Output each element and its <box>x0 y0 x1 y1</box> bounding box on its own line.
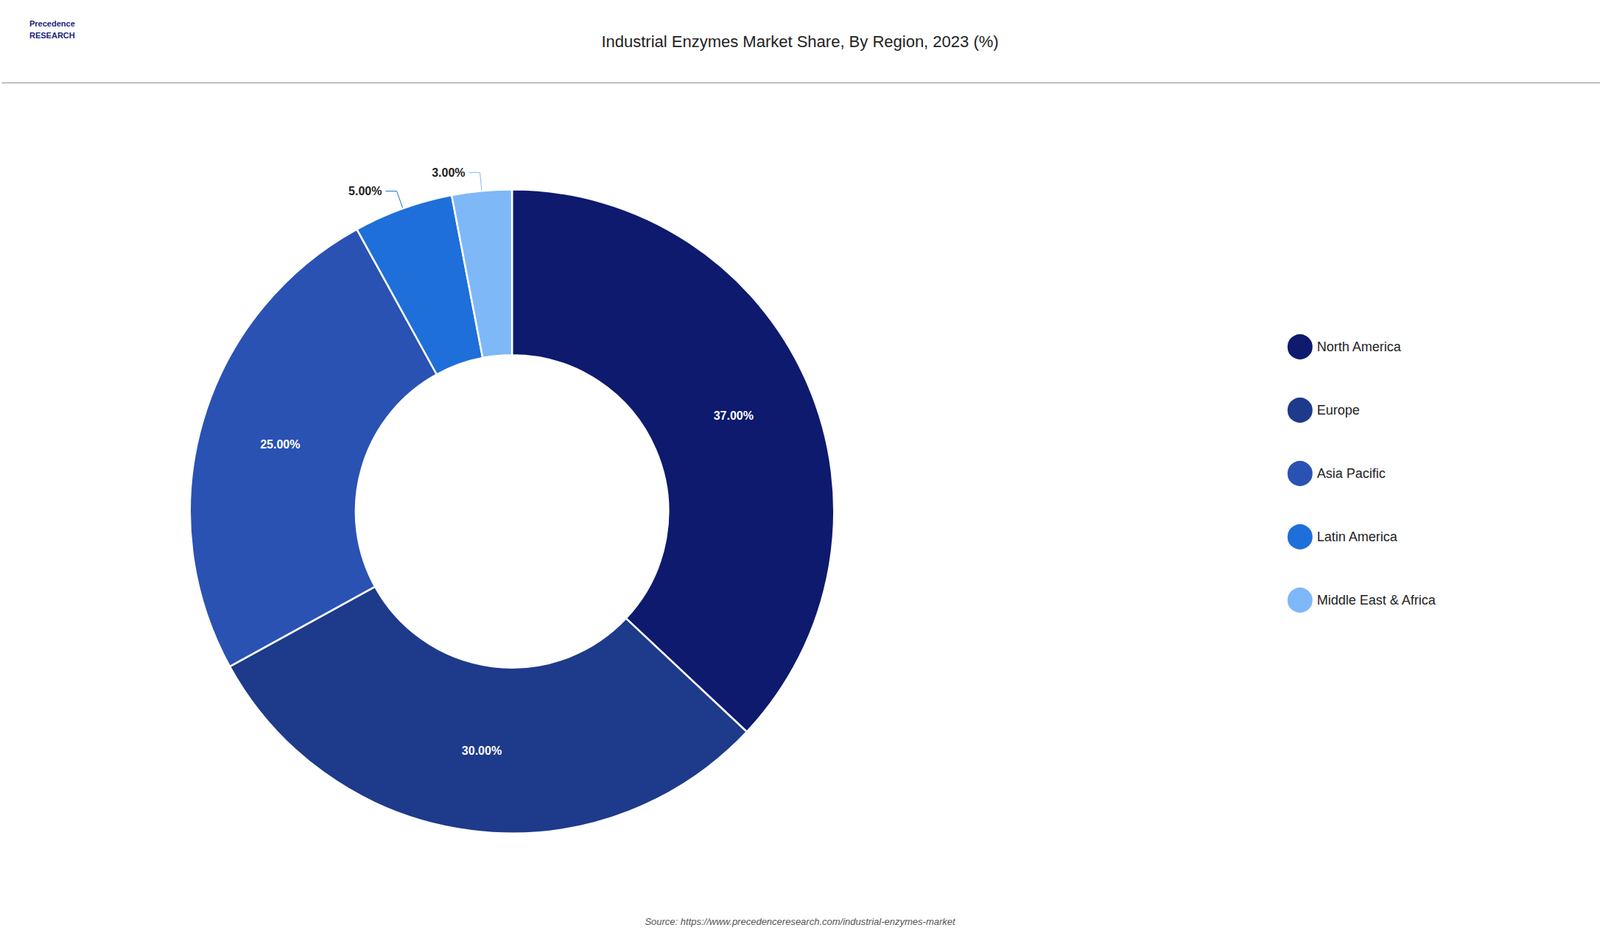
svg-text:RESEARCH: RESEARCH <box>29 30 76 40</box>
svg-text:Middle East & Africa: Middle East & Africa <box>1317 593 1437 608</box>
svg-text:Asia Pacific: Asia Pacific <box>1317 466 1386 482</box>
svg-text:Precedence: Precedence <box>29 19 76 28</box>
svg-text:25.00%: 25.00% <box>260 438 300 451</box>
svg-text:30.00%: 30.00% <box>461 744 502 758</box>
svg-text:North America: North America <box>1317 339 1402 355</box>
svg-text:Industrial Enzymes Market Shar: Industrial Enzymes Market Share, By Regi… <box>601 32 999 51</box>
svg-text:5.00%: 5.00% <box>348 184 382 198</box>
svg-text:Latin America: Latin America <box>1317 529 1399 545</box>
svg-text:37.00%: 37.00% <box>713 409 754 423</box>
svg-text:3.00%: 3.00% <box>431 166 465 180</box>
svg-text:Source: https://www.precedence: Source: https://www.precedenceresearch.c… <box>644 916 957 928</box>
svg-text:Europe: Europe <box>1317 402 1360 418</box>
